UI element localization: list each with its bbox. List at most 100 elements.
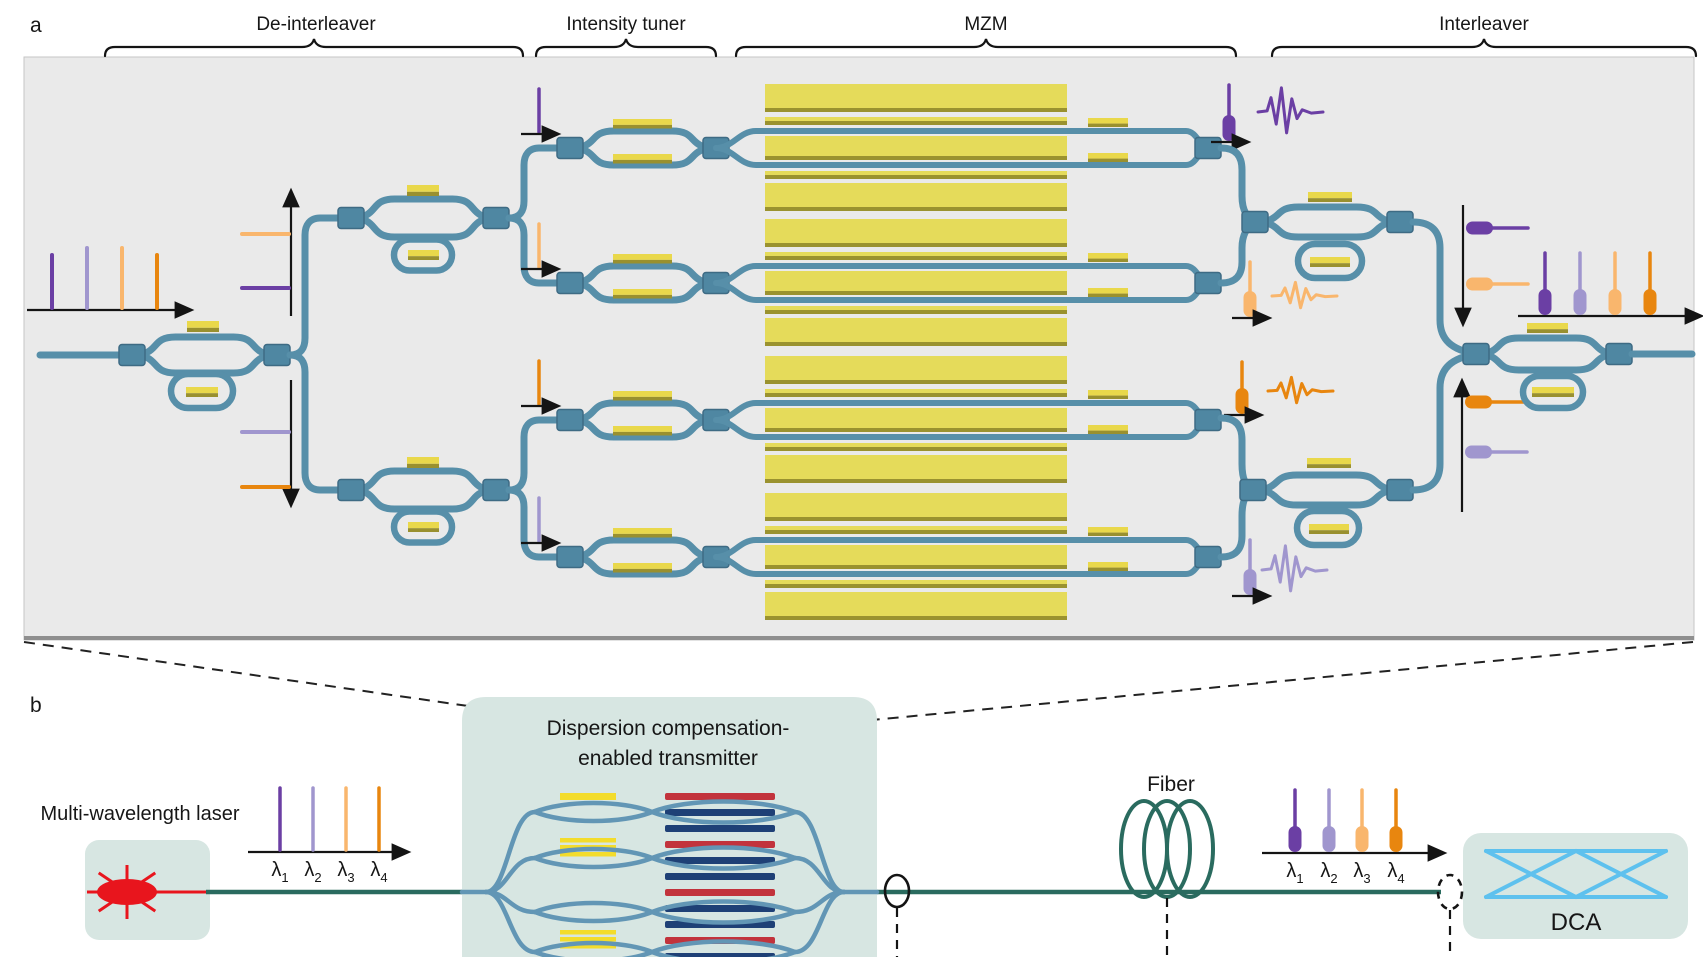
heater-icon — [1310, 257, 1350, 267]
laser-spectrum: λ1 λ2 λ3 λ4 — [248, 786, 412, 885]
mzm-electrodes — [765, 356, 1067, 483]
lambda-label: λ3 — [1353, 860, 1370, 886]
lambda-label: λ3 — [337, 859, 354, 885]
heater-bar — [560, 944, 616, 949]
waveguide — [1251, 218, 1404, 241]
label-interleaver: Interleaver — [1439, 14, 1529, 35]
waveguide — [532, 900, 655, 915]
heater-bar — [560, 852, 616, 857]
waveguide — [532, 949, 655, 957]
mzm-electrode-block — [765, 455, 1067, 479]
fiber-label: Fiber — [1147, 773, 1195, 796]
heater-bar — [560, 930, 616, 935]
brace-de-interleaver — [103, 38, 525, 58]
ring-resonator — [390, 236, 456, 274]
modulator-electrode-bar — [665, 793, 775, 800]
mzm-electrodes — [765, 219, 1067, 346]
fiber-connector-loop-icon — [1436, 873, 1464, 911]
mzm-electrode-block — [765, 117, 1067, 121]
transmitter-label-line1: Dispersion compensation- — [547, 717, 790, 740]
coupler — [1194, 271, 1222, 295]
eye-diagram-icon — [1484, 849, 1668, 899]
coupler — [1605, 342, 1633, 366]
heater-icon — [1308, 192, 1352, 202]
waveguide — [566, 553, 720, 578]
coupler — [482, 478, 510, 502]
pulse-icon — [1465, 395, 1529, 409]
heater-icon — [1088, 425, 1128, 434]
pulse-icon — [1389, 788, 1403, 852]
heater-icon — [1307, 458, 1351, 468]
modulator-electrode-bar — [665, 953, 775, 957]
input-spectrum — [27, 246, 195, 319]
mzm-electrode-block — [765, 318, 1067, 342]
intensity-tuner-mzi — [556, 391, 730, 441]
panel-a-circuit — [27, 83, 1703, 620]
section-braces — [103, 38, 1698, 58]
fiber-coil-icon — [1119, 799, 1215, 899]
mzm-electrode-block — [765, 493, 1067, 517]
heater-icon — [1088, 562, 1128, 571]
coupler — [337, 206, 365, 230]
coupler — [1194, 545, 1222, 569]
waveguide — [505, 144, 561, 222]
panel-b: b Multi-wavelength laser Dispersion comp… — [30, 694, 1688, 957]
interleaver-stage1-bottom-mzi — [1239, 458, 1414, 549]
heater-icon — [407, 185, 439, 196]
interleaver-down-axis — [1454, 205, 1530, 328]
waveguide — [532, 855, 655, 870]
interleaver-stage1-top-mzi — [1241, 192, 1414, 282]
de-interleaver-stage2-mzi — [337, 144, 561, 287]
waveguide — [566, 416, 720, 441]
ring-resonator — [1293, 507, 1363, 549]
waveguide — [1249, 471, 1404, 494]
waveguide — [128, 333, 281, 359]
transmitter-circuit — [459, 793, 880, 957]
pulse-icon — [1355, 788, 1369, 852]
waveguide — [649, 809, 798, 825]
waveguide — [347, 467, 500, 494]
waveguide — [566, 399, 720, 424]
mzi — [1462, 334, 1633, 374]
panel-b-generated: λ1 λ2 λ3 λ4 λ1 λ2 λ3 λ4 — [87, 786, 1448, 957]
waveguide — [649, 855, 798, 871]
heater-icon — [1532, 387, 1574, 397]
coupler — [1386, 478, 1414, 502]
mzm-electrode-block — [765, 219, 1067, 243]
heater-icon — [613, 154, 672, 164]
heater-icon — [186, 387, 218, 397]
waveguide — [532, 800, 655, 815]
waveguide — [347, 195, 500, 222]
pulse-icon — [1465, 445, 1529, 459]
waveguide — [286, 214, 342, 359]
lambda-label: λ2 — [1320, 860, 1337, 886]
mzm-electrode-block — [765, 389, 1067, 393]
panel-a-bottom-edge — [24, 636, 1694, 640]
label-mzm: MZM — [964, 14, 1007, 35]
mzi — [1239, 471, 1414, 509]
heater-icon — [408, 250, 439, 260]
de-interleaver-stage2-mzi — [337, 416, 561, 561]
mzi — [556, 127, 730, 169]
waveguide — [566, 536, 720, 561]
coupler — [1194, 408, 1222, 432]
lambda-label: λ4 — [370, 859, 387, 885]
pulse-icon — [1466, 277, 1530, 291]
modulator-electrode-bar — [665, 873, 775, 880]
interleaver-up-axis — [1453, 377, 1529, 512]
modulator-electrode-bar — [665, 825, 775, 832]
channel-3 — [521, 356, 1335, 483]
waveguide — [649, 909, 798, 925]
coupler — [1462, 342, 1490, 366]
brace-intensity-tuner — [534, 38, 718, 58]
de-interleaver-up-axis — [240, 187, 300, 316]
mzm-electrode-block — [765, 271, 1067, 291]
label-de-interleaver: De-interleaver — [256, 14, 376, 35]
panel-a: a De-interleaver Intensity tuner MZM Int… — [23, 14, 1703, 641]
mzm-electrode-block — [765, 592, 1067, 616]
waveguide — [1251, 203, 1404, 226]
modulator-electrode-bar — [665, 809, 775, 816]
mzm-electrode-block — [765, 84, 1067, 108]
mzm-electrodes — [765, 84, 1067, 211]
